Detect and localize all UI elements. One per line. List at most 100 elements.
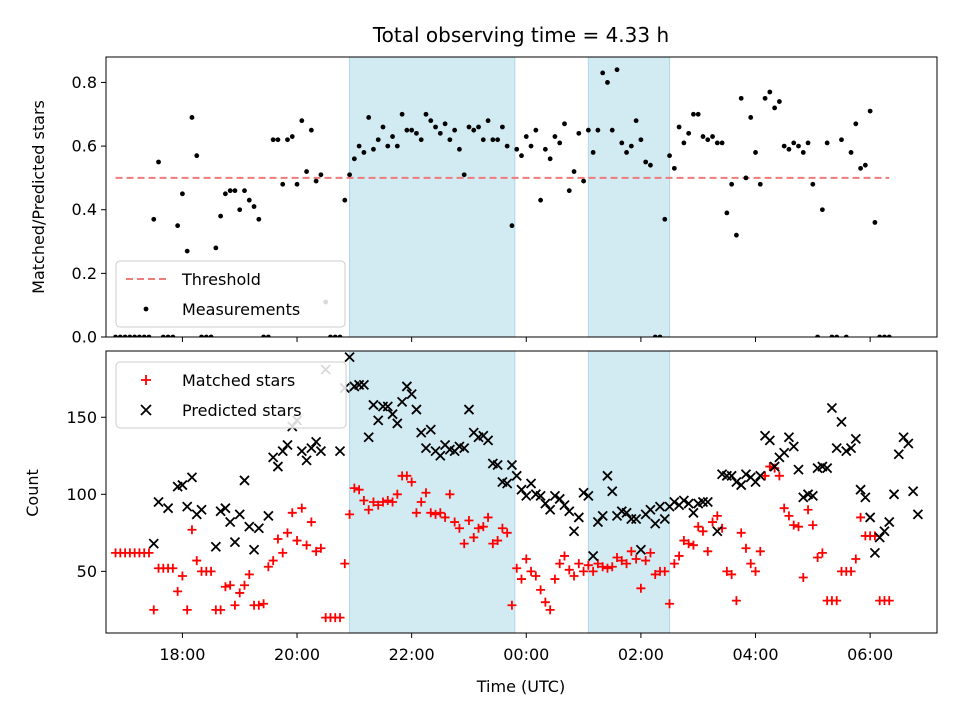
data-point xyxy=(566,188,572,194)
data-point xyxy=(729,181,735,187)
data-point xyxy=(306,442,317,454)
data-point xyxy=(674,551,684,561)
data-point xyxy=(843,334,849,337)
data-point xyxy=(242,188,247,194)
data-point xyxy=(302,540,312,550)
data-point xyxy=(383,495,393,505)
data-point xyxy=(851,554,861,564)
data-point xyxy=(203,334,209,337)
data-point xyxy=(275,137,281,143)
data-point xyxy=(459,539,469,549)
data-point xyxy=(626,546,636,556)
plot-area xyxy=(113,57,892,337)
data-point xyxy=(437,130,443,136)
data-point xyxy=(564,565,574,575)
data-point xyxy=(714,140,720,146)
data-point xyxy=(848,150,854,155)
data-point xyxy=(230,600,240,610)
data-point xyxy=(853,121,859,127)
data-point xyxy=(313,178,319,184)
data-point xyxy=(392,489,402,499)
data-point xyxy=(748,115,754,120)
data-point xyxy=(734,232,739,238)
data-point xyxy=(662,216,668,222)
data-point xyxy=(705,137,711,143)
y-tick-label: 0.2 xyxy=(72,264,97,283)
data-point xyxy=(445,489,455,499)
data-point xyxy=(679,536,689,546)
data-point xyxy=(268,556,278,566)
data-point xyxy=(199,334,204,337)
data-point xyxy=(411,508,421,518)
data-point xyxy=(196,504,207,515)
data-point xyxy=(459,442,470,454)
data-point xyxy=(483,512,493,522)
data-point xyxy=(523,134,529,139)
data-point xyxy=(240,580,249,590)
data-point xyxy=(531,571,541,581)
data-point xyxy=(574,559,584,569)
data-point xyxy=(636,583,646,593)
data-point xyxy=(631,554,641,564)
data-point xyxy=(447,137,453,143)
data-point xyxy=(846,566,856,576)
data-point xyxy=(216,605,226,615)
data-point xyxy=(488,539,498,549)
data-point xyxy=(256,216,262,222)
data-point xyxy=(810,181,816,187)
data-point xyxy=(796,143,801,149)
data-point xyxy=(399,111,405,117)
data-point xyxy=(884,596,894,606)
data-point xyxy=(550,574,560,584)
data-point xyxy=(235,588,245,598)
data-point xyxy=(435,450,446,461)
data-point xyxy=(297,503,307,513)
data-point xyxy=(834,334,840,337)
data-point xyxy=(764,435,775,446)
data-point xyxy=(311,546,321,556)
data-point xyxy=(858,165,863,171)
data-point xyxy=(237,207,243,213)
data-point xyxy=(493,536,503,546)
data-point xyxy=(156,159,161,165)
data-point xyxy=(466,124,472,130)
data-point xyxy=(363,432,374,443)
data-point xyxy=(220,503,231,514)
data-point xyxy=(349,483,359,493)
data-point xyxy=(141,334,147,337)
data-point xyxy=(409,127,415,133)
data-point xyxy=(719,140,725,146)
data-point xyxy=(688,507,699,518)
data-point xyxy=(225,580,235,590)
data-point xyxy=(519,153,524,159)
series-measurements xyxy=(113,67,892,337)
data-point xyxy=(751,566,761,576)
data-point xyxy=(856,512,866,522)
data-point xyxy=(175,223,181,229)
data-point xyxy=(736,528,746,538)
data-point xyxy=(554,493,565,505)
data-point xyxy=(665,599,675,609)
data-point xyxy=(165,334,171,337)
data-point xyxy=(361,150,367,155)
data-point xyxy=(602,470,613,481)
data-point xyxy=(622,559,632,569)
data-point xyxy=(588,566,598,576)
data-point xyxy=(394,143,400,149)
data-point xyxy=(557,140,563,146)
data-point xyxy=(239,475,250,486)
x-tick-label: 06:00 xyxy=(847,645,893,664)
data-point xyxy=(454,523,464,533)
legend-label: Measurements xyxy=(182,300,300,319)
data-point xyxy=(678,495,690,506)
data-point xyxy=(602,563,612,573)
data-point xyxy=(388,497,398,507)
data-point xyxy=(220,582,230,592)
y-tick-label: 0.6 xyxy=(72,137,97,156)
data-point xyxy=(710,134,715,139)
data-point xyxy=(452,127,458,133)
data-point xyxy=(301,455,312,466)
plot-area xyxy=(111,351,924,633)
data-point xyxy=(308,127,314,133)
